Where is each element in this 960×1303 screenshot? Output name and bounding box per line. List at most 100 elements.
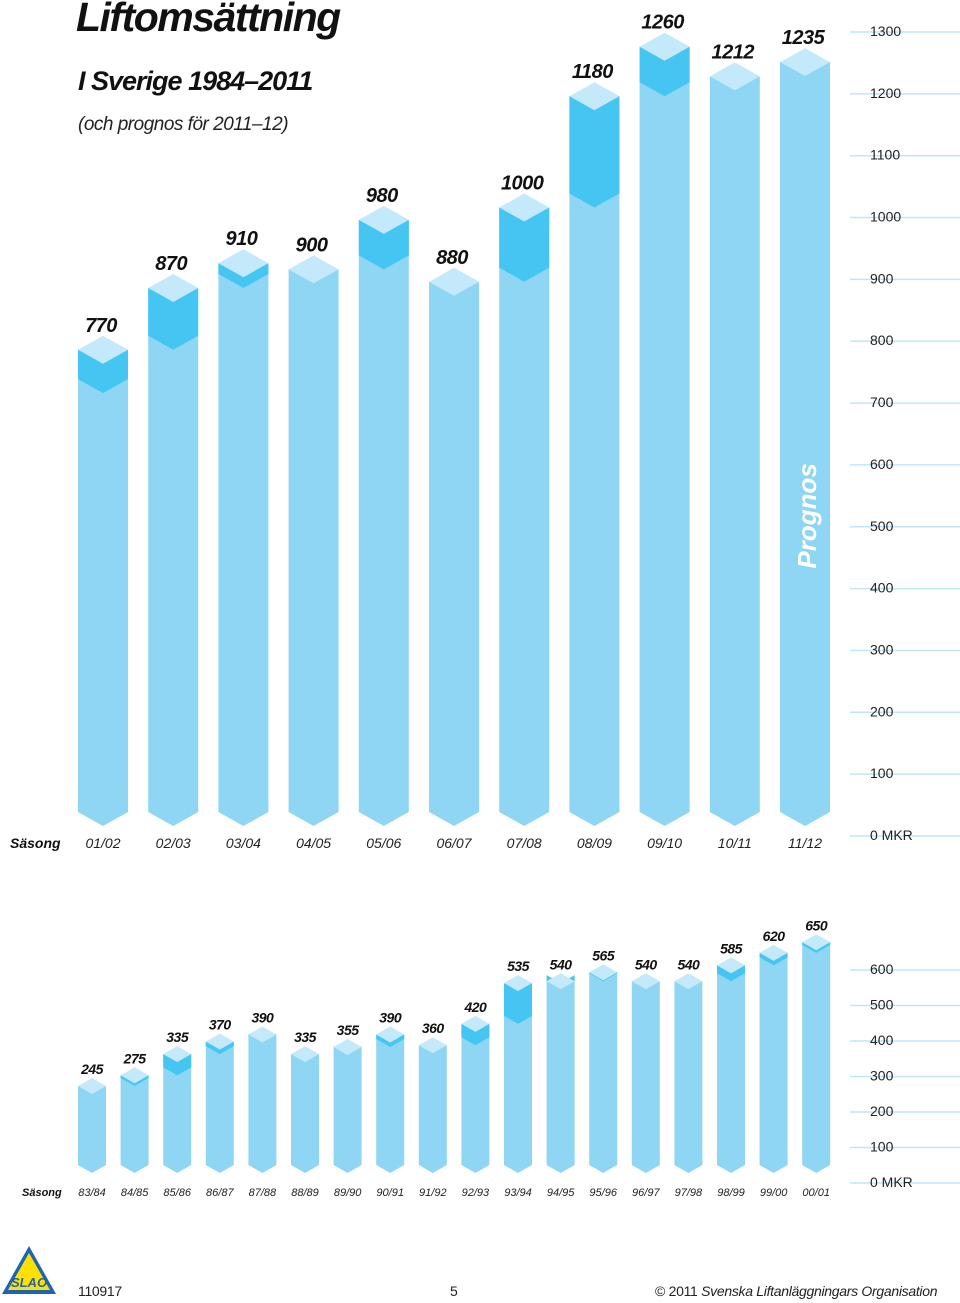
document-code: 110917 <box>78 1283 122 1299</box>
bar <box>499 193 550 827</box>
bar-value-label: 870 <box>155 253 187 275</box>
x-tick-label: 06/07 <box>436 835 472 851</box>
bar <box>248 1026 277 1173</box>
bar <box>288 255 339 826</box>
y-tick-label: 100 <box>870 765 894 781</box>
bar <box>78 1078 106 1173</box>
y-tick-label: 300 <box>870 641 894 657</box>
bar-increase-segment <box>639 46 690 97</box>
bar-value-label: 1180 <box>572 61 613 83</box>
bar-increase-segment <box>78 349 128 394</box>
bar-value-label: 540 <box>635 956 658 972</box>
bar-value-label: 910 <box>225 228 257 250</box>
bar <box>358 205 409 826</box>
x-tick-label: 09/10 <box>647 835 682 851</box>
x-tick-label: 05/06 <box>366 835 401 851</box>
bar-top-cap <box>674 973 703 990</box>
bar-top-cap <box>205 1033 234 1050</box>
bar-top-cap <box>358 205 409 234</box>
y-tick-label: 1300 <box>870 23 901 39</box>
bar-value-label: 420 <box>463 999 487 1015</box>
chart-2001-2012: 0 MKR 100 200 300 400 500 600 700 800 900 1000 1100… <box>10 12 960 851</box>
bar-top-cap <box>589 964 618 981</box>
bar <box>333 1038 362 1173</box>
x-tick-label: 95/96 <box>589 1187 617 1199</box>
x-tick-label: 07/08 <box>507 835 542 851</box>
bar-body <box>120 1075 149 1173</box>
bar-top-cap <box>631 973 660 990</box>
bar-body <box>163 1054 192 1173</box>
bar-body <box>248 1034 277 1173</box>
bar <box>674 973 703 1173</box>
y-tick-label: 400 <box>870 1032 894 1048</box>
logo-text: SLAO <box>11 1275 47 1290</box>
bar-body <box>418 1045 447 1173</box>
bar-top-cap <box>418 1037 447 1054</box>
bar-body <box>759 952 788 1173</box>
bar <box>717 957 745 1173</box>
bar-body <box>376 1034 405 1173</box>
bar-top-cap <box>717 957 745 974</box>
bar-value-label: 880 <box>436 247 468 269</box>
bar <box>218 249 269 826</box>
bar-value-label: 390 <box>379 1010 402 1026</box>
bar-body <box>639 46 690 826</box>
bar-body <box>499 207 550 827</box>
bar-top-cap <box>639 32 690 61</box>
bar-top-cap <box>709 62 760 91</box>
bar-value-label: 335 <box>294 1029 317 1045</box>
slao-logo: SLAO <box>2 1246 56 1294</box>
bar-body <box>709 76 760 826</box>
bar-value-label: 620 <box>763 928 786 944</box>
bar <box>780 48 830 826</box>
y-tick-label: 400 <box>870 580 894 596</box>
bar-top-cap <box>78 1078 106 1095</box>
bar <box>631 973 660 1173</box>
bar <box>639 32 690 826</box>
bar-value-label: 245 <box>80 1061 104 1077</box>
x-tick-label: 84/85 <box>121 1187 149 1199</box>
x-tick-label: 01/02 <box>85 835 120 851</box>
bar-increase-segment <box>461 1023 490 1046</box>
bar <box>418 1037 447 1173</box>
x-tick-label: 88/89 <box>291 1187 319 1199</box>
y-tick-label: 1000 <box>870 209 901 225</box>
bar-value-label: 275 <box>123 1050 147 1066</box>
bar-body <box>674 981 703 1173</box>
y-tick-label: 0 MKR <box>870 827 913 843</box>
bar-increase-segment <box>504 983 532 1024</box>
x-tick-label: 89/90 <box>334 1187 362 1199</box>
bar-body <box>205 1041 234 1173</box>
y-tick-label: 900 <box>870 270 894 286</box>
x-tick-label: 83/84 <box>78 1187 106 1199</box>
y-tick-label: 500 <box>870 518 894 534</box>
x-tick-label: 04/05 <box>296 835 331 851</box>
bar <box>802 934 831 1173</box>
bar-top-cap <box>429 267 479 296</box>
bar-value-label: 535 <box>507 958 530 974</box>
bar-body <box>218 263 269 826</box>
bar-increase-segment <box>499 207 550 282</box>
y-tick-label: 1200 <box>870 85 901 101</box>
bar-top-cap <box>802 934 831 951</box>
x-tick-label: 11/12 <box>788 835 822 851</box>
bar-value-label: 900 <box>296 234 328 256</box>
bar-top-cap <box>461 1015 490 1032</box>
x-tick-label: 00/01 <box>802 1187 830 1199</box>
x-tick-label: 94/95 <box>547 1187 575 1199</box>
copyright-prefix: © 2011 <box>655 1283 698 1299</box>
bar-value-label: 585 <box>720 940 743 956</box>
bar-body <box>461 1023 490 1173</box>
bar-increase-segment <box>569 96 620 208</box>
bar-value-label: 335 <box>166 1029 189 1045</box>
forecast-note: (och prognos för 2011–12) <box>78 114 289 135</box>
bar <box>709 62 760 826</box>
bar-top-cap <box>333 1038 362 1055</box>
bar-value-label: 980 <box>366 185 398 207</box>
forecast-label: Prognos <box>792 463 822 568</box>
bar-body <box>78 349 128 826</box>
bar-body <box>631 981 660 1173</box>
bar <box>148 273 199 826</box>
bar-top-cap <box>780 48 830 77</box>
